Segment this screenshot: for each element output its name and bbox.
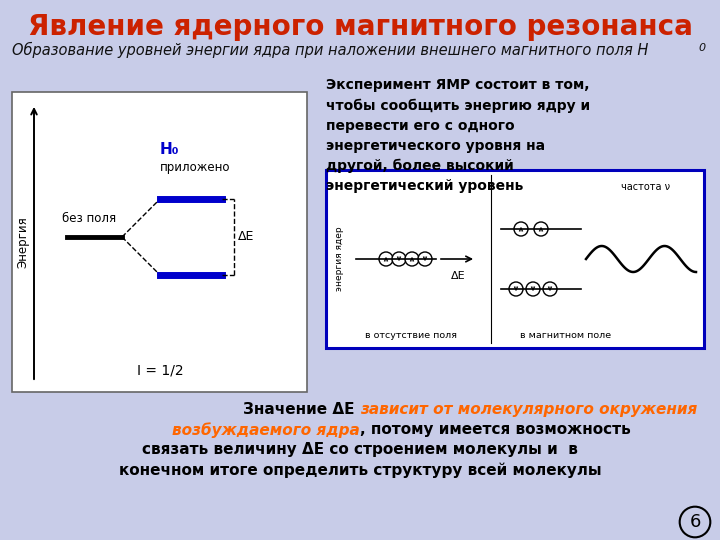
Text: приложено: приложено bbox=[160, 160, 230, 173]
Circle shape bbox=[405, 252, 419, 266]
Circle shape bbox=[543, 282, 557, 296]
Circle shape bbox=[379, 252, 393, 266]
Circle shape bbox=[418, 252, 432, 266]
Text: ΔE: ΔE bbox=[238, 231, 254, 244]
Text: в магнитном поле: в магнитном поле bbox=[521, 332, 611, 341]
FancyBboxPatch shape bbox=[326, 170, 704, 348]
Circle shape bbox=[534, 222, 548, 236]
Text: конечном итоге определить структуру всей молекулы: конечном итоге определить структуру всей… bbox=[119, 462, 601, 477]
Text: , потому имеется возможность: , потому имеется возможность bbox=[360, 422, 631, 437]
Circle shape bbox=[526, 282, 540, 296]
Text: ΔE: ΔE bbox=[451, 271, 465, 281]
Text: возбуждаемого ядра: возбуждаемого ядра bbox=[172, 422, 360, 438]
Text: Энергия: Энергия bbox=[17, 216, 30, 268]
Text: I = 1/2: I = 1/2 bbox=[137, 363, 184, 377]
Text: H₀: H₀ bbox=[160, 143, 179, 158]
Text: Эксперимент ЯМР состоит в том,
чтобы сообщить энергию ядру и
перевести его с одн: Эксперимент ЯМР состоит в том, чтобы соо… bbox=[326, 78, 590, 193]
Text: 6: 6 bbox=[689, 513, 701, 531]
Text: в отсутствие поля: в отсутствие поля bbox=[365, 332, 457, 341]
Text: энергия ядер: энергия ядер bbox=[336, 227, 344, 291]
Text: Явление ядерного магнитного резонанса: Явление ядерного магнитного резонанса bbox=[27, 13, 693, 41]
Circle shape bbox=[509, 282, 523, 296]
Circle shape bbox=[514, 222, 528, 236]
Text: 0: 0 bbox=[698, 43, 705, 53]
Text: Значение ΔE: Значение ΔE bbox=[243, 402, 360, 417]
Text: связать величину ΔE со строением молекулы и  в: связать величину ΔE со строением молекул… bbox=[142, 442, 578, 457]
FancyBboxPatch shape bbox=[12, 92, 307, 392]
Text: Образование уровней энергии ядра при наложении внешнего магнитного поля H: Образование уровней энергии ядра при нал… bbox=[12, 42, 649, 58]
Text: без поля: без поля bbox=[62, 212, 116, 225]
Text: частота ν: частота ν bbox=[621, 182, 670, 192]
Circle shape bbox=[392, 252, 406, 266]
Text: зависит от молекулярного окружения: зависит от молекулярного окружения bbox=[360, 402, 697, 417]
